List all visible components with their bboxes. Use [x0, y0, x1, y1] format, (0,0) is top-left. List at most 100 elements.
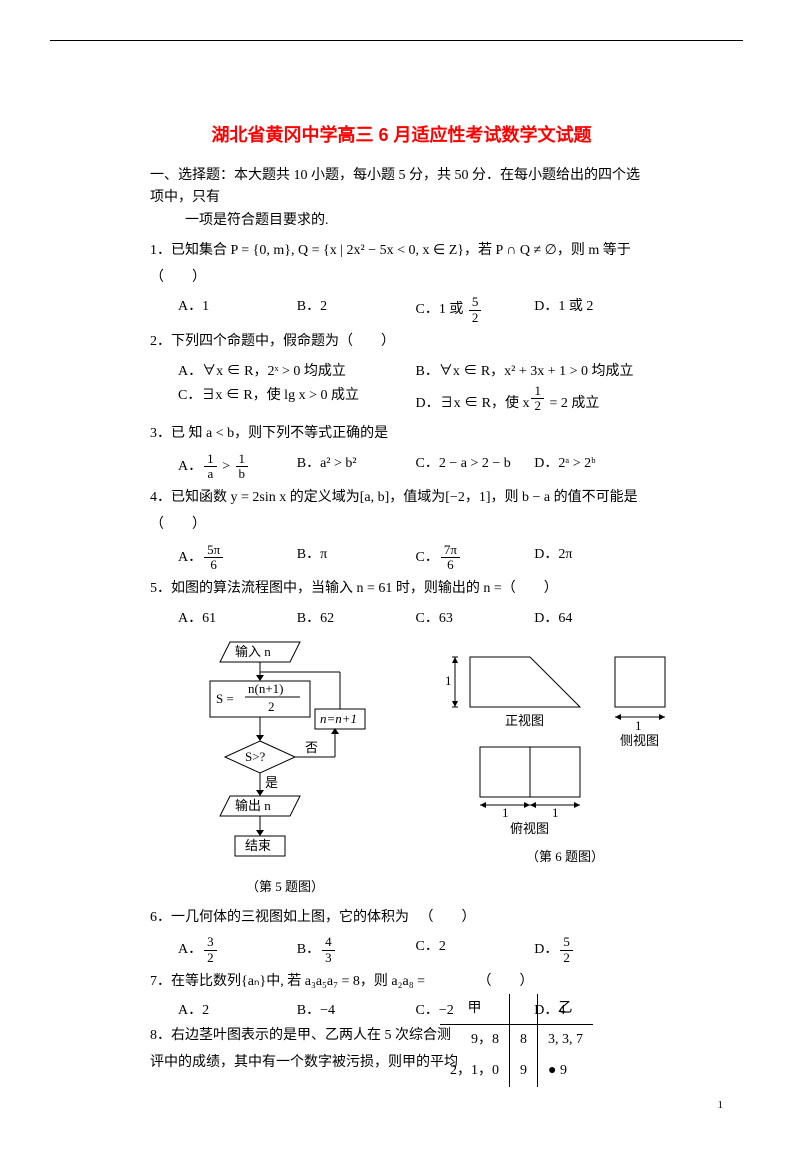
q6b-pre: B． — [297, 942, 320, 957]
question-8: 8．右边茎叶图表示的是甲、乙两人在 5 次综合测 评中的成绩，其中有一个数字被污… — [150, 1023, 653, 1076]
threeview-svg: 1 正视图 1 侧视图 1 1 俯视图 — [440, 637, 690, 837]
q4a-frac: 5π6 — [204, 543, 223, 573]
q1c-frac: 52 — [469, 295, 482, 325]
q1-text: 1．已知集合 P = {0, m}, Q = {x | 2x² − 5x < 0… — [150, 243, 631, 285]
svg-text:侧视图: 侧视图 — [620, 733, 659, 748]
q8-line2: 评中的成绩，其中有一个数字被污损，则甲的平均 — [150, 1055, 458, 1070]
svg-text:结束: 结束 — [245, 838, 271, 853]
q4a-pre: A． — [178, 550, 202, 565]
flowchart-caption: （第 5 题图） — [170, 876, 400, 895]
q4-options: A．5π6 B．π C．7π6 D．2π — [178, 543, 653, 573]
threeview-caption: （第 6 题图） — [440, 846, 690, 865]
svg-text:正视图: 正视图 — [505, 713, 544, 728]
q1c-pre: C．1 或 — [416, 302, 467, 317]
svg-text:否: 否 — [305, 740, 318, 755]
q2-opt-c: C．∃x ∈ R，使 lg x > 0 成立 — [178, 384, 416, 414]
svg-text:S =: S = — [216, 691, 234, 706]
q2d-post: = 2 成立 — [546, 395, 599, 410]
q3-options: A．1a > 1b B．a² > b² C．2 − a > 2 − b D．2ᵃ… — [178, 452, 653, 482]
q1-opt-d: D．1 或 2 — [534, 295, 653, 325]
q3-opt-a: A．1a > 1b — [178, 452, 297, 482]
question-4: 4．已知函数 y = 2sin x 的定义域为[a, b]，值域为[−2，1]，… — [150, 485, 653, 538]
svg-text:n(n+1): n(n+1) — [248, 681, 284, 696]
sl-r1m: 8 — [510, 1025, 538, 1056]
q3a-f2: 1b — [236, 452, 249, 482]
sl-r1r: 3, 3, 7 — [538, 1025, 594, 1056]
section-line1: 一、选择题：本大题共 10 小题，每小题 5 分，共 50 分．在每小题给出的四… — [150, 168, 640, 205]
q6a-frac: 32 — [204, 935, 217, 965]
q4c-pre: C． — [416, 550, 439, 565]
svg-text:2: 2 — [268, 699, 275, 714]
stemleaf-h1: 甲 — [440, 994, 510, 1025]
svg-text:1: 1 — [502, 805, 509, 820]
q4-opt-d: D．2π — [534, 543, 653, 573]
question-5: 5．如图的算法流程图中，当输入 n = 61 时，则输出的 n =（ ） — [150, 576, 653, 603]
svg-text:俯视图: 俯视图 — [510, 821, 549, 836]
q4-opt-b: B．π — [297, 543, 416, 573]
q7-opt-a: A．2 — [178, 999, 297, 1019]
flowchart-figure: 输入 n S = n(n+1) 2 S>? 否 n=n+1 — [170, 637, 400, 895]
question-3: 3．已 知 a < b，则下列不等式正确的是 — [150, 421, 653, 448]
question-2: 2．下列四个命题中，假命题为（ ） — [150, 329, 653, 356]
q5-options: A．61 B．62 C．63 D．64 — [178, 607, 653, 627]
q2-opt-d: D．∃x ∈ R，使 x12 = 2 成立 — [416, 384, 654, 414]
q1-options: A．1 B．2 C．1 或 52 D．1 或 2 — [178, 295, 653, 325]
q5-opt-b: B．62 — [297, 607, 416, 627]
svg-text:1: 1 — [635, 718, 642, 733]
sl-r2m: 9 — [510, 1056, 538, 1087]
flowchart-svg: 输入 n S = n(n+1) 2 S>? 否 n=n+1 — [170, 637, 400, 867]
q3-opt-d: D．2ᵃ > 2ᵇ — [534, 452, 653, 482]
q5-opt-c: C．63 — [416, 607, 535, 627]
q4-opt-a: A．5π6 — [178, 543, 297, 573]
q1-opt-c: C．1 或 52 — [416, 295, 535, 325]
q6-opt-c: C．2 — [416, 935, 535, 965]
q6-options: A．32 B．43 C．2 D．52 — [178, 935, 653, 965]
svg-text:输出 n: 输出 n — [235, 798, 271, 813]
q6-opt-b: B．43 — [297, 935, 416, 965]
svg-text:1: 1 — [445, 673, 452, 688]
page-title: 湖北省黄冈中学高三 6 月适应性考试数学文试题 — [150, 121, 653, 147]
svg-text:是: 是 — [265, 775, 278, 790]
q6d-frac: 52 — [560, 935, 573, 965]
exam-page: 湖北省黄冈中学高三 6 月适应性考试数学文试题 一、选择题：本大题共 10 小题… — [50, 40, 743, 1121]
q4-opt-c: C．7π6 — [416, 543, 535, 573]
q6-opt-a: A．32 — [178, 935, 297, 965]
stemleaf-h2: 乙 — [538, 994, 594, 1025]
q2-options: A．∀x ∈ R，2ˣ > 0 均成立 B．∀x ∈ R，x² + 3x + 1… — [178, 360, 653, 418]
question-1: 1．已知集合 P = {0, m}, Q = {x | 2x² − 5x < 0… — [150, 238, 653, 291]
q2d-pre: D．∃x ∈ R，使 x — [416, 395, 530, 410]
q1-opt-b: B．2 — [297, 295, 416, 325]
q3-opt-c: C．2 − a > 2 − b — [416, 452, 535, 482]
q6a-pre: A． — [178, 942, 202, 957]
q3a-pre: A． — [178, 459, 202, 474]
threeview-figure: 1 正视图 1 侧视图 1 1 俯视图 （第 6 题图） — [440, 637, 690, 895]
svg-text:S>?: S>? — [245, 749, 266, 764]
question-7: 7．在等比数列{aₙ}中, 若 a₃a₅a₇ = 8，则 a₂a₈ = （ ） — [150, 969, 653, 996]
section-line2: 一项是符合题目要求的. — [150, 213, 329, 228]
q7-opt-b: B．−4 — [297, 999, 416, 1019]
page-number: 1 — [718, 1099, 724, 1111]
question-6: 6．一几何体的三视图如上图，它的体积为 （ ） — [150, 905, 653, 932]
q2d-exp: 12 — [531, 384, 544, 414]
stemleaf-plot: 甲 乙 9，8 8 3, 3, 7 2，1，0 9 ● 9 — [440, 994, 593, 1087]
q3a-mid: > — [219, 459, 234, 474]
sl-r2l: 2，1，0 — [440, 1056, 510, 1087]
q6-opt-d: D．52 — [534, 935, 653, 965]
q3-opt-b: B．a² > b² — [297, 452, 416, 482]
sl-r1l: 9，8 — [440, 1025, 510, 1056]
q3a-f1: 1a — [204, 452, 217, 482]
figure-row: 输入 n S = n(n+1) 2 S>? 否 n=n+1 — [170, 637, 653, 895]
q2-opt-a: A．∀x ∈ R，2ˣ > 0 均成立 — [178, 360, 416, 380]
q5-opt-d: D．64 — [534, 607, 653, 627]
section-heading: 一、选择题：本大题共 10 小题，每小题 5 分，共 50 分．在每小题给出的四… — [150, 165, 653, 232]
svg-text:n=n+1: n=n+1 — [320, 711, 357, 726]
q8-line1: 8．右边茎叶图表示的是甲、乙两人在 5 次综合测 — [150, 1028, 451, 1043]
svg-text:输入 n: 输入 n — [235, 644, 271, 659]
svg-text:1: 1 — [552, 805, 559, 820]
q2-opt-b: B．∀x ∈ R，x² + 3x + 1 > 0 均成立 — [416, 360, 654, 380]
q1-opt-a: A．1 — [178, 295, 297, 325]
q5-opt-a: A．61 — [178, 607, 297, 627]
q6b-frac: 43 — [322, 935, 335, 965]
q4c-frac: 7π6 — [441, 543, 460, 573]
sl-r2r: ● 9 — [538, 1056, 594, 1087]
